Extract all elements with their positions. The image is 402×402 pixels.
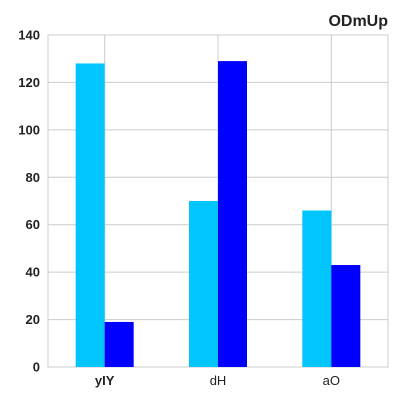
bar <box>302 210 332 367</box>
y-tick-label: 0 <box>33 360 40 375</box>
bar <box>218 61 247 367</box>
y-tick-label: 140 <box>18 28 40 43</box>
x-tick-label: aO <box>323 373 340 388</box>
bar <box>331 265 361 367</box>
y-tick-label: 120 <box>18 75 40 90</box>
y-tick-label: 40 <box>26 265 40 280</box>
x-tick-label: dH <box>210 373 227 388</box>
y-axis: 0 20 40 60 80 100 120 140 <box>18 28 40 375</box>
x-tick-label: yIY <box>95 373 115 388</box>
y-tick-label: 80 <box>26 170 40 185</box>
y-tick-label: 100 <box>18 122 40 137</box>
x-axis: yIY dH aO <box>95 373 340 388</box>
chart-title: ODmUp <box>328 13 388 30</box>
bar <box>104 321 134 367</box>
y-tick-label: 60 <box>26 217 40 232</box>
bar <box>75 63 105 367</box>
y-tick-label: 20 <box>26 312 40 327</box>
bars <box>75 61 361 367</box>
bar <box>189 201 218 367</box>
